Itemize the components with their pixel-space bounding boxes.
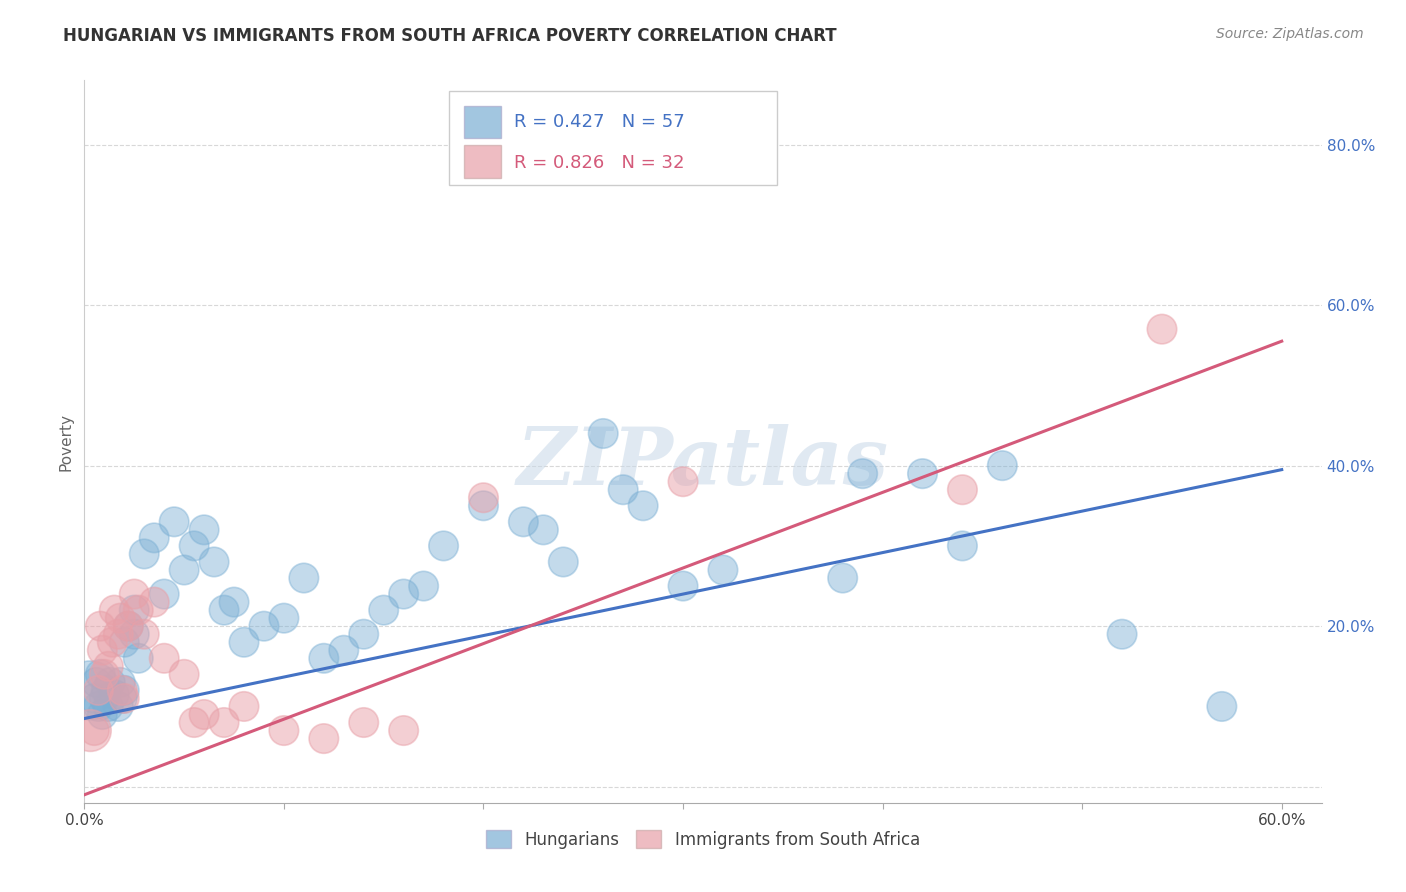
Point (531, 523, 554, 537)
Point (1150, 322, 1173, 336)
Point (711, 563, 734, 577)
Point (127, 603, 149, 617)
Text: R = 0.427   N = 57: R = 0.427 N = 57 (513, 113, 685, 131)
Point (612, 483, 634, 497)
Point (91, 707, 114, 722)
Point (432, 539, 454, 553)
Point (392, 587, 415, 601)
Point (87, 683, 110, 698)
Point (233, 635, 256, 649)
Point (96, 683, 118, 698)
Point (592, 426, 614, 441)
Point (134, 627, 156, 641)
Point (472, 499, 495, 513)
Point (193, 707, 215, 722)
Point (312, 651, 335, 665)
Text: ZIPatlas: ZIPatlas (517, 425, 889, 502)
Point (333, 643, 356, 657)
Point (134, 547, 156, 561)
Point (117, 619, 139, 633)
Point (153, 651, 176, 665)
Point (253, 619, 276, 633)
Point (412, 579, 434, 593)
Point (672, 475, 695, 489)
Point (273, 611, 295, 625)
Point (631, 499, 654, 513)
Point (83, 723, 105, 738)
Point (512, 515, 534, 529)
Legend: Hungarians, Immigrants from South Africa: Hungarians, Immigrants from South Africa (486, 830, 920, 848)
Point (183, 715, 205, 730)
Point (122, 627, 145, 641)
Point (831, 571, 853, 585)
Point (212, 603, 235, 617)
Text: HUNGARIAN VS IMMIGRANTS FROM SOUTH AFRICA POVERTY CORRELATION CHART: HUNGARIAN VS IMMIGRANTS FROM SOUTH AFRIC… (63, 27, 837, 45)
Point (127, 651, 149, 665)
Point (353, 627, 375, 641)
Point (97, 699, 120, 714)
Point (110, 611, 132, 625)
Point (911, 467, 934, 481)
Point (112, 635, 135, 649)
Point (183, 539, 205, 553)
Point (292, 571, 315, 585)
Point (91, 643, 114, 657)
Point (312, 731, 335, 746)
Point (93, 667, 115, 681)
Point (153, 587, 176, 601)
Point (79, 723, 101, 738)
Y-axis label: Poverty: Poverty (58, 412, 73, 471)
Point (122, 587, 145, 601)
Point (1111, 627, 1133, 641)
Point (93, 691, 115, 706)
Point (111, 683, 134, 698)
Point (107, 699, 129, 714)
Point (107, 627, 129, 641)
Point (1211, 699, 1233, 714)
Point (952, 483, 974, 497)
Point (111, 691, 134, 706)
Point (79, 683, 101, 698)
Point (173, 667, 195, 681)
Text: R = 0.826   N = 32: R = 0.826 N = 32 (513, 154, 685, 172)
Point (97, 659, 120, 673)
Point (472, 491, 495, 505)
Point (163, 515, 186, 529)
Point (87, 699, 110, 714)
Bar (464, 105, 502, 138)
Point (373, 603, 395, 617)
Point (103, 687, 125, 701)
Point (202, 555, 225, 569)
Point (89, 667, 111, 681)
Point (117, 619, 139, 633)
Point (233, 699, 256, 714)
Point (273, 723, 295, 738)
Point (101, 635, 124, 649)
Point (392, 723, 415, 738)
Point (173, 563, 195, 577)
Point (112, 683, 135, 698)
Point (98, 675, 121, 690)
Point (83, 691, 105, 706)
Point (86, 675, 108, 690)
Point (553, 555, 575, 569)
Point (852, 467, 875, 481)
Bar (464, 145, 502, 178)
Text: Source: ZipAtlas.com: Source: ZipAtlas.com (1216, 27, 1364, 41)
Point (193, 523, 215, 537)
Point (991, 458, 1014, 473)
Point (353, 715, 375, 730)
Point (112, 691, 135, 706)
Point (89, 619, 111, 633)
Point (952, 539, 974, 553)
FancyBboxPatch shape (450, 91, 778, 185)
Point (110, 675, 132, 690)
Point (122, 603, 145, 617)
Point (212, 715, 235, 730)
Point (222, 595, 245, 609)
Point (672, 579, 695, 593)
Point (143, 531, 166, 545)
Point (103, 603, 125, 617)
Point (143, 595, 166, 609)
